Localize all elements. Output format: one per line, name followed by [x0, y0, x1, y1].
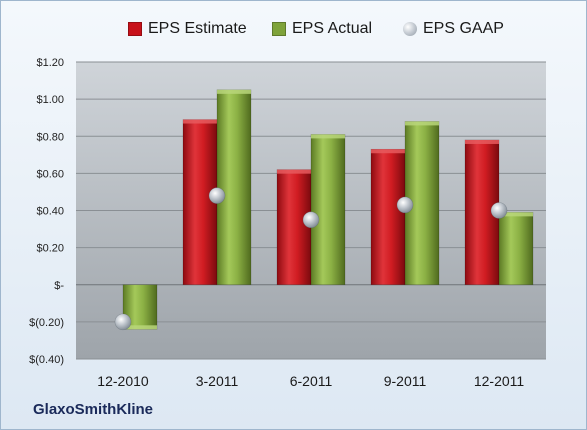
y-tick-label: $-: [54, 280, 64, 292]
legend-label-eps-actual: EPS Actual: [292, 20, 373, 37]
bar-cap-eps-estimate: [183, 119, 217, 124]
bar-eps-actual: [498, 212, 534, 286]
y-tick-label: $1.20: [36, 57, 64, 69]
legend-marker-eps-gaap: [403, 22, 417, 36]
x-tick-label: 6-2011: [290, 373, 333, 389]
bar-cap-eps-actual: [405, 121, 439, 126]
bar-cap-eps-estimate: [465, 139, 499, 144]
x-tick-label: 12-2010: [97, 373, 149, 389]
bar-cap-eps-actual: [123, 325, 157, 330]
x-tick-label: 9-2011: [384, 373, 427, 389]
bar-eps-estimate: [276, 169, 312, 286]
bar-eps-estimate: [370, 148, 406, 286]
y-tick-label: $0.40: [36, 206, 64, 218]
bar-eps-estimate: [182, 119, 218, 286]
gaap-point: [114, 313, 132, 331]
y-tick-label: $0.20: [36, 243, 64, 255]
bar-eps-actual: [310, 134, 346, 286]
legend: EPS Estimate EPS Actual EPS GAAP: [0, 18, 587, 40]
y-tick-label: $0.60: [36, 168, 64, 180]
x-tick-label: 12-2011: [474, 373, 525, 389]
x-tick-label: 3-2011: [196, 373, 239, 389]
y-tick-label: $1.00: [36, 94, 64, 106]
gaap-point: [208, 187, 226, 204]
bar-cap-eps-estimate: [371, 149, 405, 154]
y-tick-label: $(0.20): [29, 317, 64, 329]
y-tick-label: $(0.40): [29, 354, 64, 366]
bar-eps-actual: [216, 89, 252, 286]
y-axis-tick-labels: $1.20 $1.00 $0.80 $0.60 $0.40 $0.20 $- $(0.20) $…: [29, 57, 64, 366]
legend-label-eps-gaap: EPS GAAP: [423, 20, 504, 37]
gaap-point: [302, 211, 320, 229]
legend-swatch-eps-estimate: [128, 22, 142, 36]
gaap-point: [396, 196, 414, 214]
bar-cap-eps-estimate: [277, 169, 311, 174]
legend-swatch-eps-actual: [272, 22, 286, 36]
legend-label-eps-estimate: EPS Estimate: [148, 20, 247, 37]
bar-cap-eps-actual: [499, 212, 533, 217]
gaap-point: [490, 202, 508, 219]
bar-cap-eps-actual: [311, 134, 345, 139]
x-axis-tick-labels: 12-2010 3-2011 6-2011 9-2011 12-2011: [97, 373, 524, 389]
company-name: GlaxoSmithKline: [33, 401, 154, 418]
gaap-markers: [114, 187, 508, 331]
bar-cap-eps-actual: [217, 89, 251, 94]
y-tick-label: $0.80: [36, 131, 64, 143]
